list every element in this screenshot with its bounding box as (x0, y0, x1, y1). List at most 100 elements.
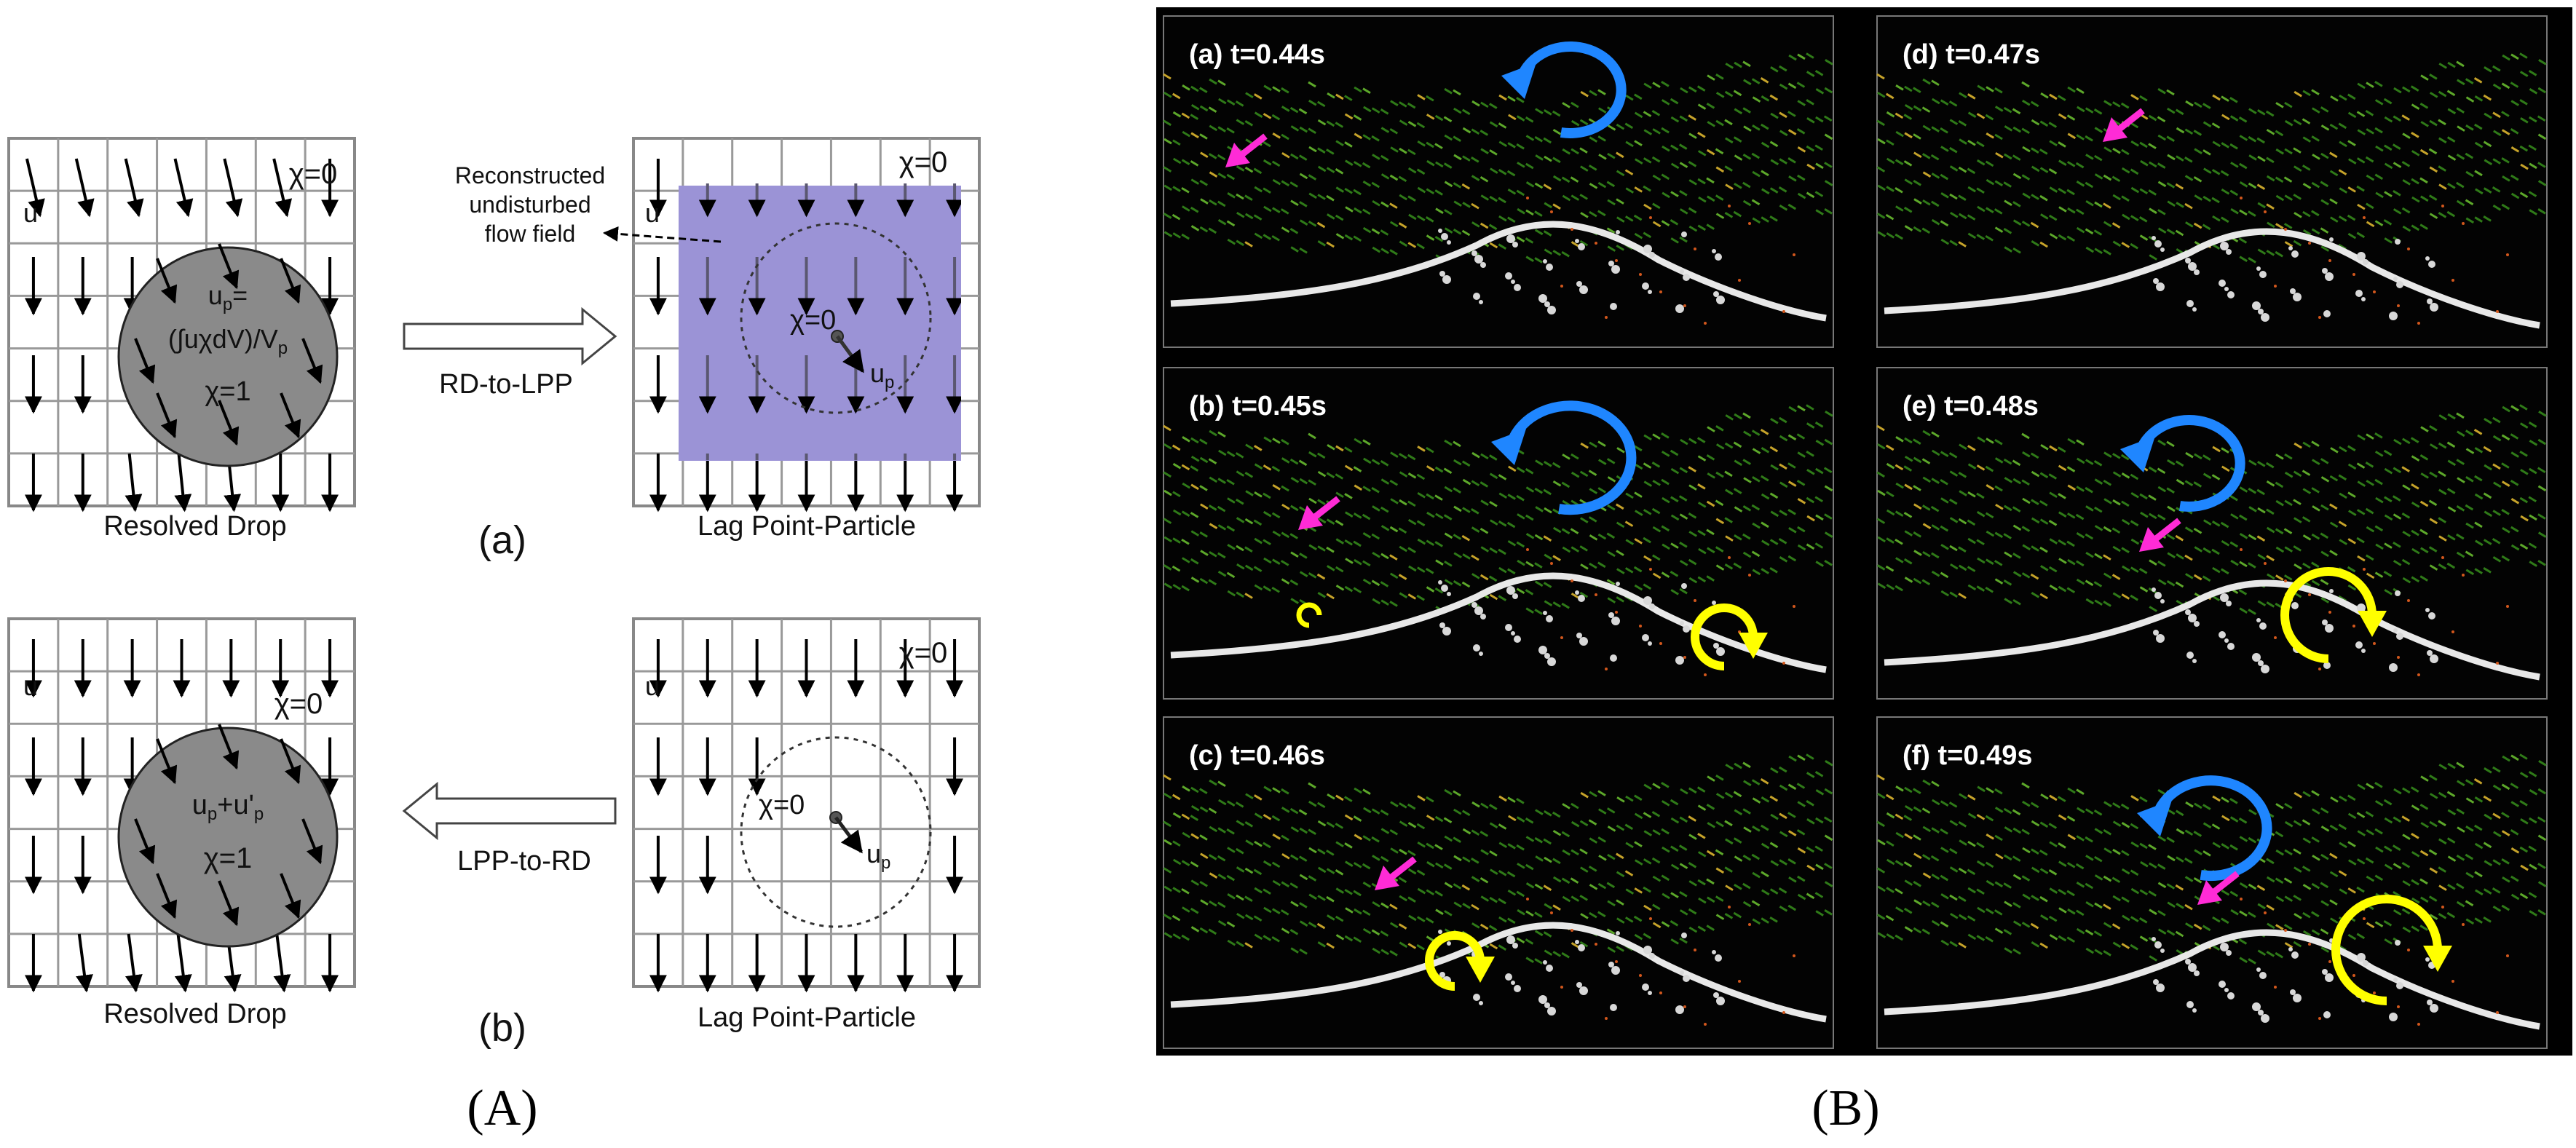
velocity-vector (1903, 206, 1913, 213)
velocity-vector (1734, 108, 1743, 115)
velocity-vector (1398, 175, 1407, 183)
velocity-vector (1236, 470, 1245, 477)
foam-particle (2259, 271, 2267, 278)
velocity-vector (1362, 181, 1372, 187)
velocity-vector (1940, 590, 1950, 597)
velocity-vector (2529, 88, 2538, 95)
velocity-vector (1226, 571, 1236, 579)
velocity-vector (1652, 174, 1662, 181)
velocity-vector (1886, 111, 1895, 118)
velocity-vector (1254, 93, 1263, 100)
velocity-vector (1967, 840, 1976, 847)
foam-particle (2288, 246, 2293, 250)
velocity-vector (1344, 113, 1354, 120)
velocity-vector (2031, 119, 2040, 126)
velocity-vector (2329, 824, 2339, 831)
velocity-vector (1217, 173, 1227, 179)
velocity-vector (1662, 543, 1670, 550)
velocity-vector (2348, 510, 2357, 516)
velocity-vector (2465, 78, 2474, 84)
velocity-vector (1525, 836, 1535, 842)
velocity-vector (1498, 548, 1506, 555)
velocity-vector (1625, 140, 1634, 148)
velocity-vector (2374, 220, 2384, 226)
vortex-arrowhead-blue (1501, 63, 1536, 99)
velocity-vector (1435, 512, 1444, 520)
velocity-vector (2184, 480, 2194, 487)
velocity-vector (1525, 910, 1534, 917)
velocity-vector (1994, 457, 2004, 464)
velocity-vector (1407, 868, 1417, 875)
velocity-vector (1353, 862, 1362, 868)
velocity-vector (1625, 842, 1634, 849)
foam-particle (2259, 972, 2267, 979)
velocity-vector (1380, 460, 1389, 467)
droplet (1748, 923, 1751, 926)
velocity-vector (1498, 595, 1507, 602)
velocity-vector (2330, 447, 2339, 454)
velocity-vector (1725, 488, 1734, 496)
velocity-vector (2510, 82, 2519, 88)
velocity-vector (1335, 186, 1345, 193)
foam-particle (1506, 234, 1515, 243)
velocity-vector (1217, 919, 1227, 927)
velocity-vector (1480, 895, 1490, 902)
velocity-vector (2093, 229, 2103, 236)
velocity-vector (2457, 780, 2465, 787)
velocity-vector (1399, 453, 1407, 459)
velocity-vector (1761, 95, 1770, 102)
velocity-vector (2501, 555, 2510, 562)
velocity-vector (1389, 922, 1399, 929)
velocity-vector (1254, 491, 1263, 498)
velocity-vector (2357, 480, 2366, 487)
velocity-vector (2284, 546, 2293, 553)
velocity-vector (2094, 478, 2103, 485)
velocity-vector (2411, 103, 2420, 110)
velocity-vector (1876, 564, 1886, 571)
foam-particle (1439, 972, 1445, 978)
velocity-vector (2493, 481, 2502, 488)
velocity-vector (1390, 847, 1399, 854)
velocity-vector (1444, 227, 1453, 234)
velocity-vector (2157, 162, 2166, 169)
vortex-arrow-yellow (2331, 895, 2442, 1005)
velocity-vector (1326, 895, 1335, 903)
velocity-vector (1544, 507, 1552, 514)
velocity-vector (2438, 119, 2446, 126)
velocity-vector (1244, 518, 1254, 525)
velocity-vector (1181, 510, 1190, 517)
velocity-vector (2284, 453, 2293, 460)
droplet (2451, 980, 2454, 983)
velocity-vector (1308, 451, 1317, 458)
velocity-vector (2085, 107, 2094, 114)
velocity-vector (1715, 564, 1725, 571)
velocity-vector (2329, 899, 2338, 906)
velocity-vector (1670, 920, 1679, 927)
velocity-vector (1949, 240, 1958, 247)
velocity-vector (1199, 180, 1208, 186)
velocity-vector (1779, 481, 1788, 488)
foam-particle (1642, 983, 1649, 991)
velocity-vector (1244, 821, 1254, 828)
velocity-vector (2393, 190, 2401, 197)
velocity-vector (1904, 577, 1913, 583)
velocity-vector (2202, 804, 2211, 810)
velocity-vector (1371, 459, 1380, 465)
velocity-vector (1380, 599, 1389, 606)
velocity-vector (1797, 146, 1806, 153)
velocity-vector (1281, 807, 1290, 813)
drop-arrows-a (134, 243, 323, 446)
velocity-vector (1895, 84, 1904, 91)
velocity-vector (2484, 510, 2493, 518)
velocity-vector (1489, 472, 1498, 480)
velocity-vector (1525, 882, 1535, 889)
velocity-vector (1697, 455, 1707, 462)
velocity-vector (2085, 900, 2094, 908)
foam-particle (2261, 1014, 2269, 1023)
flow-vector (273, 933, 291, 993)
velocity-vector (2419, 925, 2428, 931)
velocity-vector (2148, 189, 2157, 196)
velocity-vector (2529, 514, 2537, 521)
velocity-vector (1172, 213, 1181, 221)
velocity-vector (2374, 800, 2384, 807)
